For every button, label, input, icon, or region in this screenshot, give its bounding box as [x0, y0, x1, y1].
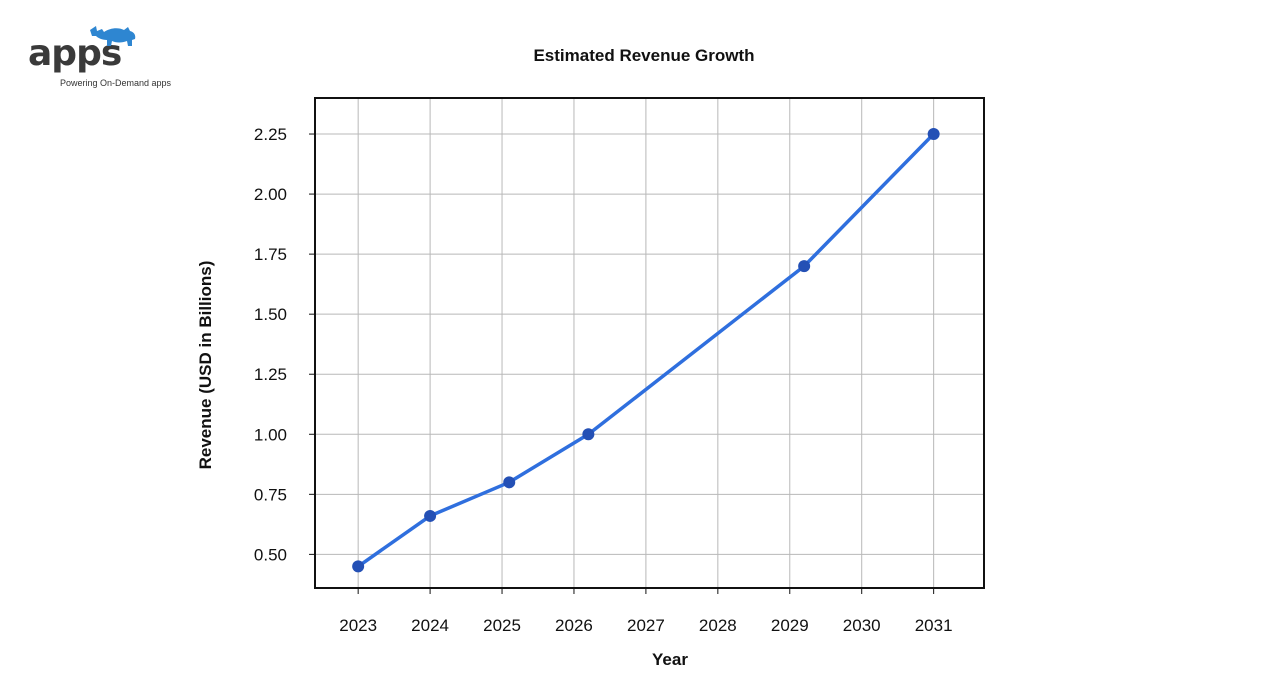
y-tick-label: 0.75 [254, 485, 287, 504]
x-tick-label: 2023 [339, 616, 377, 635]
axis-ticks: 2023 2024 2025 2026 2027 2028 2029 2030 2031 0.50… [254, 125, 953, 635]
y-axis-title: Revenue (USD in Billions) [196, 261, 215, 470]
brand-logo: apps Powering On-Demand apps [28, 24, 198, 94]
x-tick-label: 2027 [627, 616, 665, 635]
x-axis-title: Year [652, 650, 688, 669]
series-line [356, 132, 936, 569]
series-layer [352, 128, 940, 573]
plot-area-frame [314, 97, 985, 589]
x-tick-label: 2026 [555, 616, 593, 635]
y-tick-label: 1.25 [254, 365, 287, 384]
x-tick-label: 2028 [699, 616, 737, 635]
data-point [352, 560, 365, 573]
y-tick-label: 2.00 [254, 185, 287, 204]
x-tick-label: 2031 [915, 616, 953, 635]
data-point [503, 476, 516, 489]
data-point [424, 509, 437, 522]
rhino-icon [90, 26, 136, 46]
x-tick-label: 2029 [771, 616, 809, 635]
y-tick-label: 1.50 [254, 305, 287, 324]
y-tick-label: 2.25 [254, 125, 287, 144]
y-tick-label: 0.50 [254, 545, 287, 564]
data-point [582, 428, 595, 441]
brand-tagline: Powering On-Demand apps [60, 78, 172, 88]
data-point [927, 128, 940, 141]
chart-title: Estimated Revenue Growth [533, 46, 754, 65]
y-tick-label: 1.75 [254, 245, 287, 264]
x-tick-label: 2025 [483, 616, 521, 635]
data-point [798, 260, 811, 273]
x-tick-label: 2024 [411, 616, 449, 635]
brand-wordmark: apps [28, 33, 122, 74]
x-tick-label: 2030 [843, 616, 881, 635]
y-tick-label: 1.00 [254, 425, 287, 444]
grid [315, 98, 984, 588]
